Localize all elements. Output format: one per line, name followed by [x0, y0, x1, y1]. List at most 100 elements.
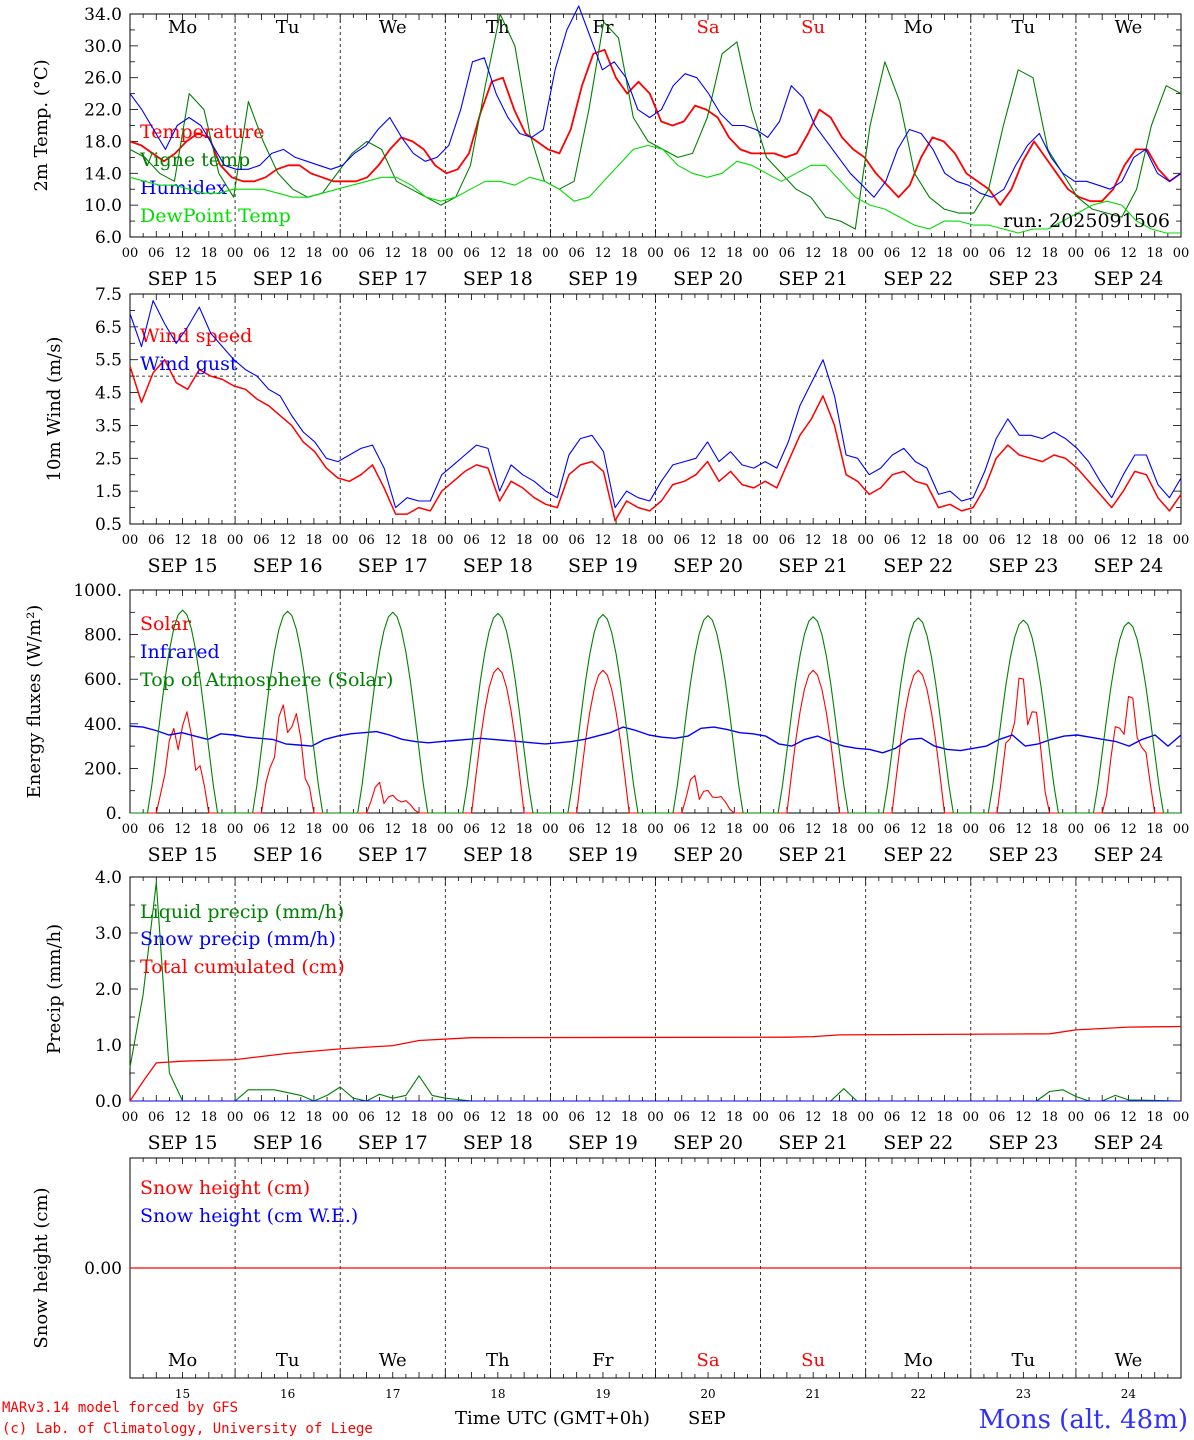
hour-tick-label: 12: [279, 822, 296, 837]
hour-tick-label: 06: [253, 822, 270, 837]
hour-tick-label: 00: [122, 822, 139, 837]
hour-tick-label: 18: [201, 246, 218, 261]
hour-tick-label: 18: [1041, 1110, 1058, 1125]
hour-tick-label: 06: [989, 246, 1006, 261]
hour-tick-label: 06: [358, 822, 375, 837]
date-label: SEP 22: [883, 555, 953, 577]
hour-tick-label: 06: [148, 1110, 165, 1125]
hour-tick-label: 06: [568, 1110, 585, 1125]
footer-copyright: (c) Lab. of Climatology, University of L…: [2, 1421, 373, 1437]
hour-tick-label: 18: [1041, 246, 1058, 261]
weekday-label: Mo: [904, 17, 933, 38]
hour-tick-label: 18: [726, 822, 743, 837]
hour-tick-label: 00: [227, 1110, 244, 1125]
date-label: SEP 16: [253, 1132, 323, 1154]
hour-tick-label: 00: [857, 533, 874, 548]
date-label: SEP 18: [463, 555, 533, 577]
date-label: SEP 19: [568, 268, 638, 290]
date-label: SEP 21: [778, 555, 848, 577]
hour-tick-label: 12: [700, 1110, 717, 1125]
hour-tick-label: 00: [227, 533, 244, 548]
hour-tick-label: 00: [332, 246, 349, 261]
hour-tick-label: 12: [910, 533, 927, 548]
hour-tick-label: 12: [805, 246, 822, 261]
hour-tick-label: 12: [910, 822, 927, 837]
hour-tick-label: 18: [1041, 533, 1058, 548]
date-label: SEP 23: [988, 268, 1058, 290]
station-name: Mons (alt. 48m): [979, 1405, 1188, 1435]
y-tick-label: 0.0: [95, 1092, 122, 1112]
hour-tick-label: 12: [1120, 246, 1137, 261]
panels: 6.0 10.0 14.0 18.0 22.0 26.0 30.0 34.0 2m Temp. …: [24, 5, 1189, 1401]
date-label: SEP 22: [883, 844, 953, 866]
weekday-label: Tu: [276, 17, 300, 38]
hour-tick-label: 00: [963, 246, 980, 261]
date-label: SEP 21: [778, 844, 848, 866]
weekday-label: Mo: [168, 17, 197, 38]
day-number-label: 23: [1016, 1387, 1031, 1401]
series-line-liquid-precip-mm-h-: [129, 882, 1182, 1102]
hour-tick-label: 12: [805, 1110, 822, 1125]
hour-tick-label: 00: [752, 822, 769, 837]
hour-tick-label: 00: [1173, 1110, 1190, 1125]
series-line-infrared: [129, 725, 1182, 754]
weekday-label: Su: [801, 1350, 825, 1371]
hour-tick-label: 06: [463, 246, 480, 261]
hour-tick-label: 12: [805, 533, 822, 548]
hour-tick-label: 18: [306, 822, 323, 837]
date-label: SEP 21: [778, 1132, 848, 1154]
weekday-label: Fr: [592, 1350, 613, 1371]
hour-tick-label: 06: [568, 822, 585, 837]
y-tick-label: 1.5: [95, 482, 122, 502]
y-axis-title: 2m Temp. (°C): [31, 59, 52, 191]
legend-entry: Wind speed: [140, 325, 252, 347]
hour-tick-label: 06: [884, 1110, 901, 1125]
weekday-label: Su: [801, 17, 825, 38]
hour-tick-label: 12: [700, 246, 717, 261]
hour-tick-label: 06: [253, 246, 270, 261]
date-label: SEP 16: [253, 555, 323, 577]
legend-entry: Snow height (cm): [140, 1177, 310, 1199]
day-number-label: 16: [280, 1387, 295, 1401]
y-tick-label: 14.0: [84, 164, 122, 184]
hour-tick-label: 18: [726, 246, 743, 261]
weekday-label: Tu: [276, 1350, 300, 1371]
hour-tick-label: 06: [148, 822, 165, 837]
panel-precip: 0.0 1.0 2.0 3.0 4.0 Precip (mm/h) 00 06 12 18 00 06…: [44, 868, 1189, 1154]
legend-entry: Wind gust: [140, 353, 238, 375]
hour-tick-label: 18: [306, 533, 323, 548]
hour-tick-label: 12: [490, 822, 507, 837]
hour-tick-label: 18: [516, 533, 533, 548]
hour-tick-label: 00: [1068, 1110, 1085, 1125]
hour-tick-label: 12: [174, 246, 191, 261]
y-tick-label: 4.0: [95, 868, 122, 888]
y-tick-label: 0.5: [95, 515, 122, 535]
legend-entry: DewPoint Temp: [140, 205, 291, 227]
hour-tick-label: 00: [542, 822, 559, 837]
date-label: SEP 15: [148, 1132, 218, 1154]
hour-tick-label: 00: [227, 246, 244, 261]
hour-tick-label: 00: [963, 1110, 980, 1125]
date-label: SEP 18: [463, 844, 533, 866]
date-label: SEP 20: [673, 268, 743, 290]
series-line-humidex: [129, 5, 1182, 198]
day-number-label: 20: [700, 1387, 715, 1401]
date-label: SEP 18: [463, 1132, 533, 1154]
date-label: SEP 19: [568, 555, 638, 577]
weekday-label: Th: [486, 1350, 510, 1371]
day-number-label: 18: [490, 1387, 505, 1401]
hour-tick-label: 18: [306, 246, 323, 261]
hour-tick-label: 18: [1146, 822, 1163, 837]
date-label: SEP 16: [253, 844, 323, 866]
y-tick-label: 400.: [84, 715, 122, 735]
hour-tick-label: 00: [437, 1110, 454, 1125]
hour-tick-label: 18: [936, 533, 953, 548]
hour-tick-label: 12: [279, 246, 296, 261]
hour-tick-label: 18: [201, 533, 218, 548]
hour-tick-label: 18: [1146, 246, 1163, 261]
date-label: SEP 17: [358, 844, 428, 866]
hour-tick-label: 12: [595, 822, 612, 837]
hour-tick-label: 06: [779, 246, 796, 261]
hour-tick-label: 00: [963, 822, 980, 837]
hour-tick-label: 06: [148, 533, 165, 548]
